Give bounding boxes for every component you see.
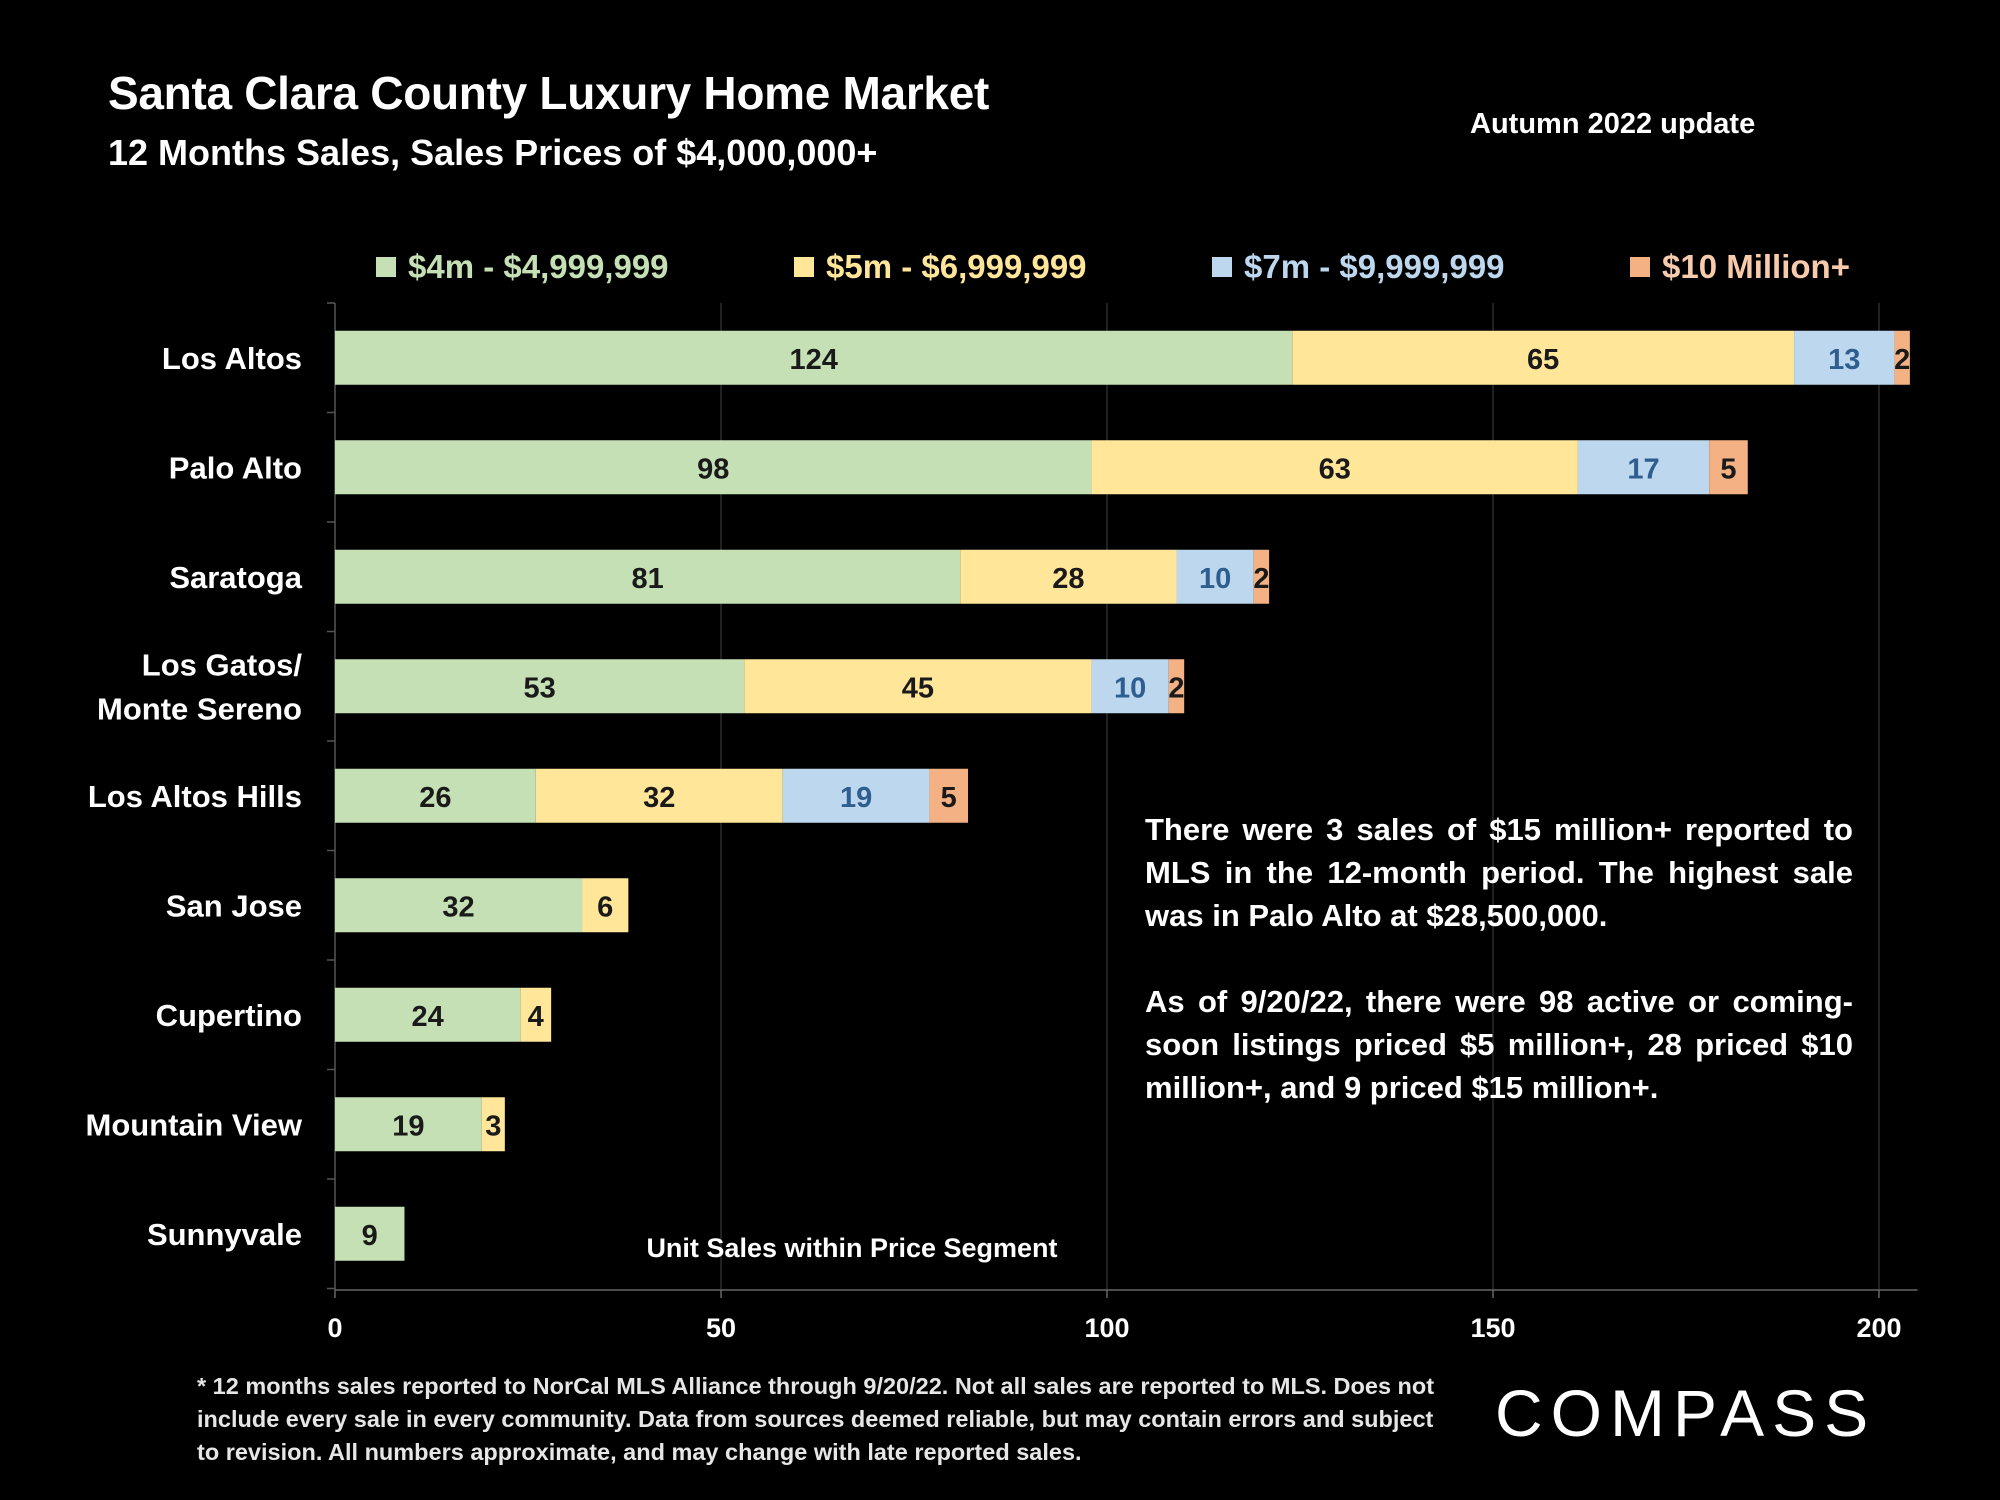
bar-segment [1577,440,1710,495]
x-tick-label: 200 [1856,1313,1901,1343]
x-tick-label: 150 [1470,1313,1515,1343]
bar-segment [1794,330,1895,385]
bar-segment [335,1097,482,1152]
legend-swatch [1212,257,1232,277]
market-note: There were 3 sales of $15 million+ repor… [1145,808,1853,1152]
category-label: Los Altos Hills [88,779,302,814]
x-tick-label: 100 [1084,1313,1129,1343]
bar-segment [1176,549,1254,604]
data-label: 26 [419,782,451,814]
category-label: Saratoga [169,560,302,595]
bar-segment [744,659,1092,714]
legend-swatch [794,257,814,277]
bar-segment [1709,440,1748,495]
note-paragraph-listings: As of 9/20/22, there were 98 active or c… [1145,984,1853,1105]
legend-label: $4m - $4,999,999 [408,248,669,285]
data-label: 65 [1527,344,1559,376]
legend-swatch [1630,257,1650,277]
bar-segment [1253,549,1270,604]
legend-swatch [376,257,396,277]
data-label: 28 [1052,563,1084,595]
update-label: Autumn 2022 update [1470,108,1756,140]
data-label: 32 [643,782,675,814]
bar-segment [335,878,583,933]
bar-segment [335,1206,405,1261]
bar-segment [535,768,783,823]
data-label: 98 [697,453,729,485]
data-label: 5 [1720,453,1736,485]
bar-segment [335,768,536,823]
data-label: 19 [840,782,872,814]
data-label: 9 [362,1220,378,1252]
note-paragraph-sales: There were 3 sales of $15 million+ repor… [1145,812,1853,933]
data-label: 19 [392,1110,424,1142]
bar-segment [335,440,1092,495]
bar-segment [929,768,969,823]
bar-segment [1292,330,1795,385]
data-label: 2 [1168,672,1184,704]
x-tick-label: 0 [327,1313,342,1343]
bar-segment [335,330,1293,385]
data-label: 6 [597,891,613,923]
data-label: 5 [941,782,957,814]
data-label: 2 [1253,563,1269,595]
category-label: Cupertino [156,998,302,1033]
bar-segment [782,768,930,823]
bar-segment [520,987,552,1042]
category-label: San Jose [166,888,302,923]
data-label: 124 [789,344,837,376]
data-label: 4 [528,1001,544,1033]
data-label: 10 [1114,672,1146,704]
data-label: 63 [1319,453,1351,485]
footnote: * 12 months sales reported to NorCal MLS… [197,1373,1435,1465]
bar-segment [335,987,521,1042]
chart-subtitle: 12 Months Sales, Sales Prices of $4,000,… [108,132,878,173]
data-label: 81 [632,563,664,595]
compass-logo: COMPASS [1495,1376,1877,1450]
category-label: Palo Alto [169,450,302,485]
legend-label: $5m - $6,999,999 [826,248,1087,285]
bar-segment [960,549,1177,604]
bar-segment [1091,440,1578,495]
bar-segment [1168,659,1185,714]
category-label: Los Altos [162,341,302,376]
data-label: 2 [1894,344,1910,376]
category-label: Sunnyvale [147,1217,302,1252]
data-label: 17 [1627,453,1659,485]
data-label: 53 [523,672,555,704]
bar-segment [335,659,745,714]
legend-label: $7m - $9,999,999 [1244,248,1505,285]
data-label: 3 [485,1110,501,1142]
bar-segment [1894,330,1910,385]
data-label: 24 [412,1001,444,1033]
chart-title: Santa Clara County Luxury Home Market [108,67,990,119]
data-label: 45 [902,672,934,704]
data-label: 32 [442,891,474,923]
x-tick-label: 50 [706,1313,736,1343]
x-axis-label: Unit Sales within Price Segment [646,1233,1057,1263]
bar-segment [1091,659,1169,714]
data-label: 13 [1828,344,1860,376]
category-label: Mountain View [86,1107,303,1142]
bar-segment [582,878,629,933]
bar-segment [335,549,961,604]
category-label: Los Gatos/Monte Sereno [97,647,302,726]
bar-segment [481,1097,505,1152]
legend-label: $10 Million+ [1662,248,1850,285]
data-label: 10 [1199,563,1231,595]
